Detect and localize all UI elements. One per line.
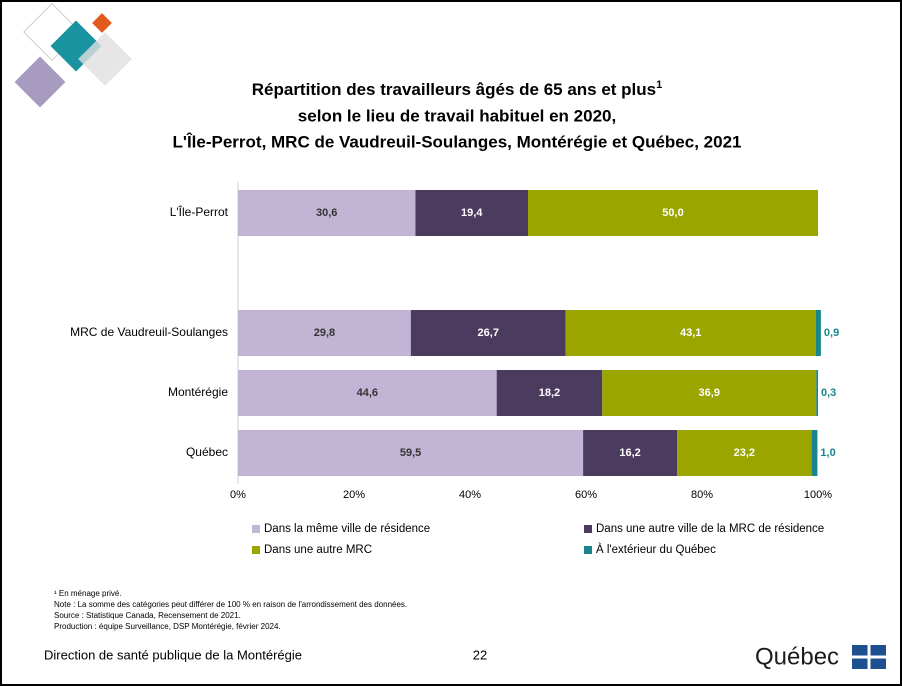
data-label: 0,9 [824, 327, 839, 339]
y-tick-label: L'Île-Perrot [170, 204, 229, 219]
page-number: 22 [473, 647, 487, 662]
note: ¹ En ménage privé. [54, 589, 122, 598]
data-label: 18,2 [539, 387, 560, 399]
legend-marker [252, 546, 260, 554]
data-label: 16,2 [619, 447, 640, 459]
data-label: 30,6 [316, 207, 337, 219]
chart-title: L'Île-Perrot, MRC de Vaudreuil-Soulanges… [173, 132, 742, 151]
logo-decoration [15, 4, 132, 108]
data-label: 1,0 [820, 447, 835, 459]
data-label: 44,6 [357, 387, 378, 399]
data-label: 19,4 [461, 207, 483, 219]
slide: Répartition des travailleurs âgés de 65 … [0, 0, 902, 686]
bar-segment [816, 310, 821, 356]
x-tick-label: 80% [691, 489, 713, 501]
data-label: 43,1 [680, 327, 701, 339]
legend-marker [584, 546, 592, 554]
legend-label: À l'extérieur du Québec [596, 543, 716, 556]
legend-label: Dans la même ville de résidence [264, 523, 430, 535]
footer-organization: Direction de santé publique de la Montér… [44, 647, 302, 662]
data-label: 50,0 [662, 207, 683, 219]
note: Note : La somme des catégories peut diff… [54, 600, 407, 609]
chart-title: selon le lieu de travail habituel en 202… [298, 106, 616, 125]
chart: Répartition des travailleurs âgés de 65 … [2, 2, 900, 684]
y-tick-label: Montérégie [168, 385, 228, 399]
chart-title: Répartition des travailleurs âgés de 65 … [252, 79, 663, 100]
logo-text: Québec [755, 643, 839, 670]
data-label: 26,7 [478, 327, 499, 339]
legend-marker [584, 525, 592, 533]
note: Production : équipe Surveillance, DSP Mo… [54, 622, 281, 631]
x-tick-label: 0% [230, 489, 246, 501]
y-tick-label: Québec [186, 445, 228, 459]
data-label: 59,5 [400, 447, 421, 459]
data-label: 23,2 [734, 447, 755, 459]
x-tick-label: 100% [804, 489, 832, 501]
logo-flag [852, 645, 886, 669]
y-tick-label: MRC de Vaudreuil-Soulanges [70, 325, 228, 339]
data-label: 0,3 [821, 387, 836, 399]
bar-segment [812, 430, 818, 476]
legend-label: Dans une autre MRC [264, 544, 372, 556]
data-label: 29,8 [314, 327, 335, 339]
legend-marker [252, 525, 260, 533]
x-tick-label: 40% [459, 489, 481, 501]
x-tick-label: 60% [575, 489, 597, 501]
legend-label: Dans une autre ville de la MRC de réside… [596, 523, 824, 535]
x-tick-label: 20% [343, 489, 365, 501]
data-label: 36,9 [699, 387, 720, 399]
note: Source : Statistique Canada, Recensement… [54, 611, 241, 620]
bar-segment [816, 370, 818, 416]
notes: ¹ En ménage privé. Note : La somme des c… [54, 589, 407, 631]
